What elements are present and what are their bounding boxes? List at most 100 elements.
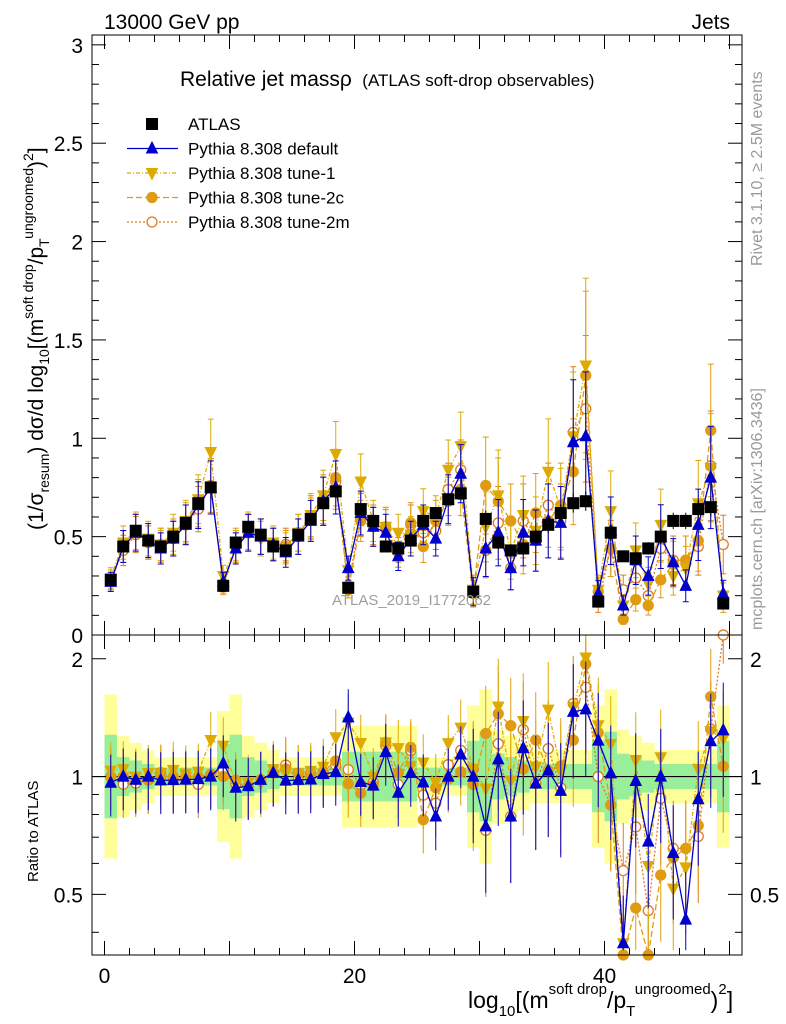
ratio-point bbox=[691, 791, 705, 805]
data-point bbox=[679, 514, 692, 527]
data-point bbox=[642, 599, 654, 612]
ratio-point bbox=[429, 808, 443, 822]
axis-ticks bbox=[92, 35, 742, 955]
series-line bbox=[110, 406, 724, 602]
data-point bbox=[329, 449, 343, 462]
series-pythia-8-308-default bbox=[104, 371, 730, 951]
data-point bbox=[579, 428, 593, 442]
data-point bbox=[704, 501, 717, 514]
data-point bbox=[442, 493, 455, 506]
data-point bbox=[554, 515, 568, 528]
data-point bbox=[592, 595, 605, 608]
series-atlas bbox=[104, 481, 730, 610]
data-point bbox=[104, 573, 117, 586]
data-point bbox=[554, 507, 567, 520]
rivet-version-label: Rivet 3.1.10, ≥ 2.5M events bbox=[749, 71, 766, 266]
data-point bbox=[292, 528, 305, 541]
ratio-point bbox=[541, 704, 555, 718]
data-point bbox=[604, 526, 617, 539]
legend-entry: Pythia 8.308 default bbox=[127, 140, 339, 159]
ratio-point bbox=[616, 935, 630, 949]
data-point bbox=[267, 540, 280, 553]
data-point bbox=[279, 544, 292, 557]
data-point bbox=[367, 514, 380, 527]
ratio-point bbox=[391, 743, 405, 756]
data-point bbox=[429, 530, 443, 544]
data-point bbox=[304, 512, 317, 525]
data-point bbox=[579, 360, 593, 374]
legend-marker bbox=[145, 168, 159, 181]
ratio-point bbox=[154, 772, 168, 786]
data-point bbox=[579, 495, 592, 508]
ratio-point bbox=[429, 777, 443, 790]
y-tick-label: 2 bbox=[71, 232, 83, 255]
ratio-point bbox=[354, 737, 368, 751]
legend-marker bbox=[146, 191, 158, 204]
data-point bbox=[317, 497, 330, 510]
data-point bbox=[617, 613, 629, 625]
header-left: 13000 GeV pp bbox=[104, 11, 239, 34]
ratio-point bbox=[504, 808, 518, 822]
legend-entry: Pythia 8.308 tune-2c bbox=[127, 189, 344, 208]
y-tick-label: 0.5 bbox=[54, 527, 83, 550]
data-point bbox=[505, 515, 517, 527]
ratio-point bbox=[541, 762, 555, 776]
data-point bbox=[441, 464, 455, 478]
y-axis-label: (1/σresum) dσ/d log10[(msoft drop/pTungr… bbox=[20, 147, 52, 530]
data-point bbox=[492, 536, 505, 549]
data-point bbox=[630, 593, 642, 606]
legend-entry: Pythia 8.308 tune-1 bbox=[127, 164, 335, 183]
ratio-point bbox=[441, 738, 455, 751]
data-point bbox=[379, 540, 392, 553]
ratio-point bbox=[191, 771, 205, 785]
legend-label: Pythia 8.308 tune-2m bbox=[188, 213, 350, 232]
ratio-point bbox=[454, 746, 468, 760]
data-point bbox=[479, 512, 492, 525]
data-point bbox=[341, 560, 355, 574]
ratio-plot-frame bbox=[91, 634, 743, 956]
series-pythia-8-308-tune-1 bbox=[104, 277, 730, 951]
ratio-point bbox=[554, 783, 568, 796]
data-point bbox=[517, 542, 530, 555]
ratio-point bbox=[104, 775, 118, 788]
ratio-point bbox=[679, 862, 693, 875]
data-point bbox=[429, 507, 442, 520]
ratio-point bbox=[279, 772, 293, 786]
chart-title: Relative jet massρ (ATLAS soft-drop obse… bbox=[180, 68, 594, 91]
ratio-point bbox=[129, 772, 143, 785]
ratio-point bbox=[291, 772, 305, 785]
ratio-point bbox=[630, 902, 642, 914]
data-point bbox=[642, 542, 655, 555]
data-point bbox=[655, 574, 667, 586]
data-point bbox=[516, 525, 530, 538]
legend-label: Pythia 8.308 tune-2c bbox=[188, 189, 344, 208]
data-point bbox=[542, 518, 555, 531]
ratio-point bbox=[304, 771, 318, 785]
data-point bbox=[616, 597, 630, 611]
ratio-point bbox=[416, 774, 430, 788]
ratio-point bbox=[366, 777, 380, 791]
data-point bbox=[379, 525, 393, 538]
y-tick-label: 1 bbox=[71, 428, 83, 451]
ratio-tick-label-left: 1 bbox=[71, 767, 83, 790]
ratio-point bbox=[579, 701, 593, 715]
ratio-point bbox=[204, 735, 218, 748]
ratio-point bbox=[229, 780, 243, 793]
legend-marker bbox=[145, 140, 159, 154]
ratio-tick-label-left: 2 bbox=[71, 649, 83, 672]
data-point bbox=[617, 550, 630, 563]
ratio-point bbox=[241, 778, 255, 792]
chart-title-main: Relative jet massρ bbox=[180, 68, 352, 91]
ratio-axis-label: Ratio to ATLAS bbox=[25, 781, 42, 882]
ratio-point bbox=[466, 768, 480, 782]
ratio-point bbox=[666, 845, 680, 858]
ratio-point bbox=[316, 766, 330, 780]
ratio-point bbox=[479, 818, 493, 832]
data-point bbox=[667, 514, 680, 527]
legend-entry: Pythia 8.308 tune-2m bbox=[127, 213, 350, 232]
ratio-point bbox=[516, 740, 530, 754]
legend-marker bbox=[146, 216, 158, 228]
data-point bbox=[167, 530, 180, 543]
data-point bbox=[454, 466, 468, 479]
